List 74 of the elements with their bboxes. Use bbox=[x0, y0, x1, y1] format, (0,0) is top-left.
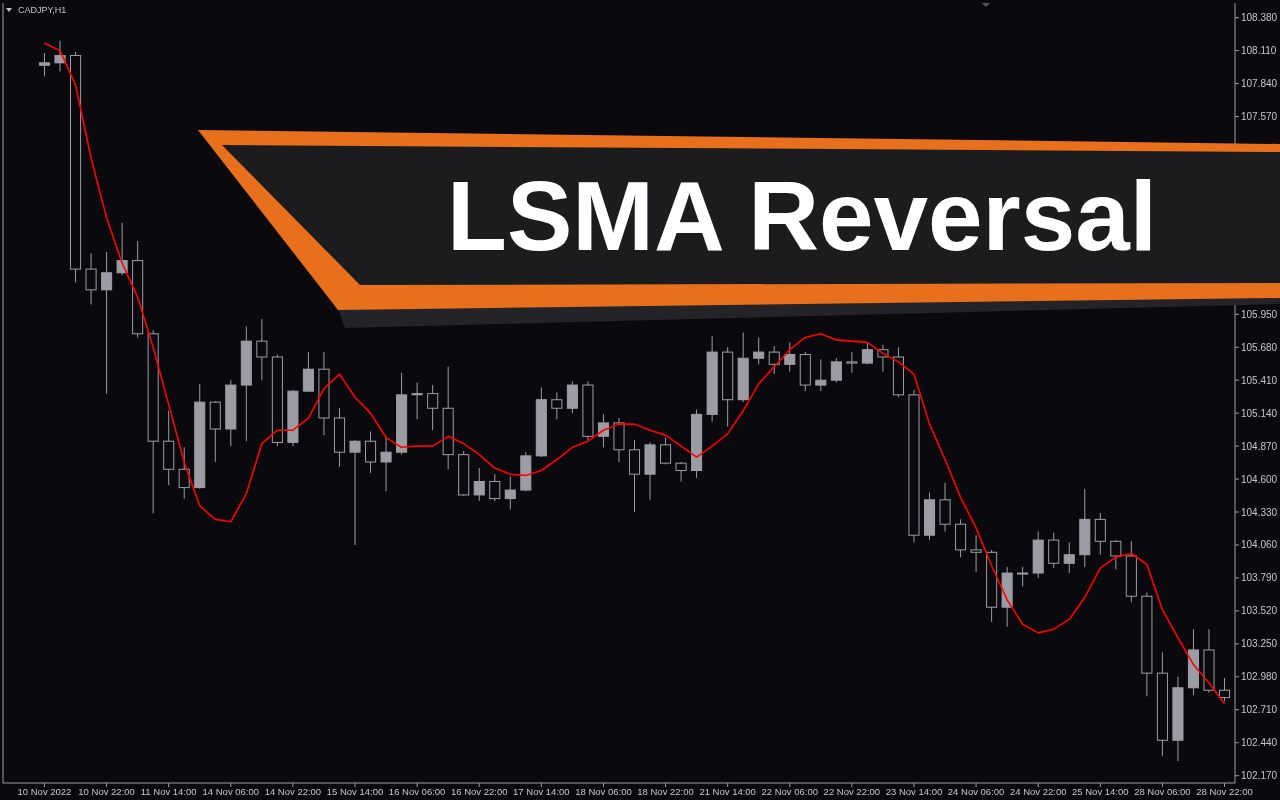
y-tick-label: 105.140 bbox=[1241, 407, 1278, 419]
candlestick bbox=[1048, 532, 1060, 569]
text: LSMA Reversal bbox=[447, 161, 1157, 271]
candlestick bbox=[256, 318, 268, 381]
candlestick bbox=[302, 351, 314, 392]
x-tick-label: 10 Nov 22:00 bbox=[78, 786, 135, 797]
candlestick bbox=[815, 358, 827, 392]
candlestick bbox=[54, 40, 66, 72]
y-tick-label: 102.980 bbox=[1241, 671, 1278, 683]
x-tick-label: 24 Nov 22:00 bbox=[1009, 786, 1067, 797]
candlestick bbox=[551, 391, 563, 420]
candlestick bbox=[427, 384, 439, 431]
candlestick bbox=[411, 382, 423, 420]
y-tick-label: 104.060 bbox=[1241, 539, 1278, 551]
x-tick-label: 23 Nov 14:00 bbox=[885, 786, 943, 797]
candlestick bbox=[753, 336, 765, 365]
candlestick bbox=[830, 357, 842, 384]
y-tick-label: 104.870 bbox=[1241, 440, 1278, 452]
y-tick-label: 105.680 bbox=[1241, 341, 1278, 353]
x-tick-label: 25 Nov 14:00 bbox=[1072, 786, 1129, 797]
candlestick bbox=[1094, 512, 1106, 556]
x-tick-label: 10 Nov 2022 bbox=[17, 786, 72, 797]
y-tick-label: 103.520 bbox=[1241, 605, 1278, 617]
x-tick-label: 14 Nov 06:00 bbox=[202, 786, 260, 797]
x-tick-label: 16 Nov 22:00 bbox=[450, 786, 508, 797]
y-tick-label: 105.950 bbox=[1241, 308, 1278, 320]
candlestick bbox=[768, 345, 780, 375]
candlestick bbox=[489, 473, 501, 502]
candlestick bbox=[784, 341, 796, 373]
candlestick bbox=[1017, 566, 1029, 587]
candlestick bbox=[970, 534, 982, 573]
x-tick-label: 24 Nov 06:00 bbox=[947, 786, 1005, 797]
y-tick-label: 104.600 bbox=[1241, 473, 1278, 485]
candlestick bbox=[85, 252, 97, 305]
x-tick-label: 28 Nov 22:00 bbox=[1196, 786, 1253, 797]
x-tick-label: 16 Nov 06:00 bbox=[388, 786, 446, 797]
candlestick bbox=[675, 461, 687, 482]
candlestick bbox=[846, 351, 858, 374]
y-tick-label: 105.410 bbox=[1241, 374, 1278, 386]
x-tick-label: 11 Nov 14:00 bbox=[140, 786, 197, 797]
y-tick-label: 107.570 bbox=[1241, 111, 1278, 123]
x-tick-label: 15 Nov 14:00 bbox=[326, 786, 384, 797]
candlestick bbox=[504, 476, 516, 511]
y-tick-label: 102.170 bbox=[1241, 770, 1278, 782]
candlestick bbox=[349, 439, 361, 546]
candlestick bbox=[566, 380, 578, 414]
candlestick bbox=[473, 467, 485, 502]
x-tick-label: 22 Nov 06:00 bbox=[761, 786, 819, 797]
y-tick-label: 102.440 bbox=[1241, 737, 1278, 749]
y-tick-label: 103.790 bbox=[1241, 572, 1278, 584]
candlestick bbox=[178, 446, 190, 500]
x-tick-label: 18 Nov 06:00 bbox=[575, 786, 632, 797]
y-tick-label: 103.250 bbox=[1241, 638, 1278, 650]
y-tick-label: 108.110 bbox=[1241, 45, 1277, 57]
chart-subtitle: CADJPY,H1 bbox=[18, 5, 67, 15]
y-tick-label: 102.710 bbox=[1241, 704, 1278, 716]
candlestick bbox=[1063, 542, 1075, 574]
x-tick-label: 14 Nov 22:00 bbox=[264, 786, 322, 797]
candlestick bbox=[38, 52, 51, 77]
x-tick-label: 17 Nov 14:00 bbox=[513, 786, 570, 797]
candlestick bbox=[380, 437, 392, 492]
x-tick-label: 28 Nov 06:00 bbox=[1134, 786, 1191, 797]
line-series bbox=[43, 42, 1226, 705]
y-tick-label: 107.840 bbox=[1241, 78, 1278, 90]
y-tick-label: 108.380 bbox=[1241, 12, 1278, 24]
candlestick bbox=[365, 430, 377, 474]
x-tick-label: 22 Nov 22:00 bbox=[823, 786, 881, 797]
candlestick bbox=[1218, 677, 1231, 702]
y-tick-label: 104.330 bbox=[1241, 506, 1278, 518]
candlestick bbox=[660, 437, 672, 465]
x-tick-label: 21 Nov 14:00 bbox=[699, 786, 756, 797]
x-tick-label: 18 Nov 22:00 bbox=[637, 786, 694, 797]
candlestick bbox=[1110, 539, 1122, 570]
candlestick bbox=[101, 251, 113, 395]
